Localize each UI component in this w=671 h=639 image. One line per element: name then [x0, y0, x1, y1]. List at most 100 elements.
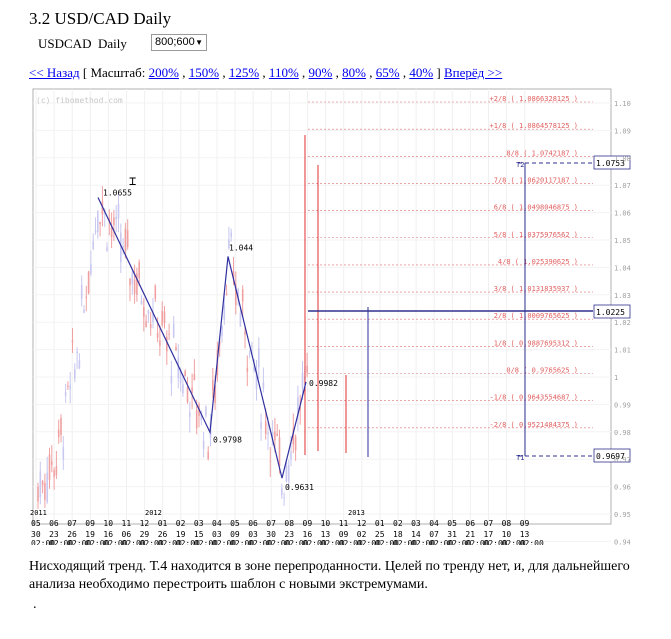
price-candle-body — [228, 239, 230, 249]
zoom-90-link[interactable]: 90% — [308, 65, 333, 80]
price-candle-body — [90, 264, 92, 274]
back-link[interactable]: << Назад — [29, 65, 80, 80]
x-time-tick: 02:00 — [284, 539, 308, 545]
price-candle-body — [85, 296, 88, 298]
price-candle-body — [170, 375, 173, 384]
x-day-tick: 23 — [284, 530, 294, 539]
x-day-tick: 03 — [212, 530, 222, 539]
x-month-tick: 02 — [176, 519, 186, 528]
price-candle-body — [138, 262, 140, 279]
price-candle-body — [120, 232, 122, 263]
zoom-65-link[interactable]: 65% — [375, 65, 400, 80]
x-time-tick: 02:00 — [140, 539, 164, 545]
size-select[interactable]: 800;600 ▼ — [151, 34, 207, 51]
x-month-tick: 05 — [230, 519, 240, 528]
fib-level-label: 5/8 ( 1.0375976562 ) — [494, 231, 578, 239]
fib-level-label: 4/8 ( 1.025390625 ) — [498, 258, 578, 266]
price-candle-body — [67, 385, 69, 387]
zoom-80-link[interactable]: 80% — [342, 65, 366, 80]
price-candle-body — [83, 309, 85, 313]
price-candle-body — [223, 304, 226, 320]
x-time-tick: 02:00 — [266, 539, 290, 545]
y-tick-label: 0.95 — [614, 511, 631, 519]
price-candle-body — [225, 293, 228, 296]
price-candle-body — [193, 374, 196, 381]
x-month-tick: 06 — [248, 519, 258, 528]
zigzag-point-label: 1.044 — [229, 243, 253, 252]
y-tick-label: 0.99 — [614, 401, 631, 409]
x-time-tick: 02:00 — [303, 539, 327, 545]
y-tick-label: 1.07 — [614, 182, 631, 190]
price-candle-body — [149, 324, 152, 328]
price-candle-body — [172, 323, 175, 337]
x-month-tick: 01 — [158, 519, 168, 528]
target-t1-badge — [593, 448, 631, 463]
price-candle-body — [62, 447, 65, 460]
y-tick-label: 1.10 — [614, 100, 631, 108]
x-month-tick: 10 — [321, 519, 331, 528]
x-time-tick: 02:00 — [465, 539, 489, 545]
bracket-close: ] — [436, 65, 441, 80]
page-title: 3.2 USD/CAD Daily — [29, 9, 172, 28]
x-month-tick: 07 — [266, 519, 276, 528]
price-candle-body — [78, 360, 81, 368]
zoom-200-link[interactable]: 200% — [148, 65, 179, 80]
x-month-tick: 01 — [375, 519, 385, 528]
x-axis: 2011 2012 2013053002:00062302:00072602:000… — [30, 509, 544, 545]
x-month-tick: 07 — [484, 519, 494, 528]
price-candle-body — [108, 218, 111, 221]
x-time-tick: 02:00 — [447, 539, 471, 545]
x-time-tick: 02:00 — [502, 539, 526, 545]
footer-dot: . — [33, 597, 37, 612]
x-time-tick: 02:00 — [194, 539, 218, 545]
x-month-tick: 04 — [212, 519, 222, 528]
scale-label: Масштаб: — [90, 65, 146, 80]
text-cursor-icon: ⌶ — [129, 174, 136, 188]
y-tick-label: 1.02 — [614, 319, 631, 327]
price-candle-body — [122, 246, 124, 248]
x-day-tick: 17 — [484, 530, 494, 539]
fib-level-label: -1/8 ( 0.9643554687 ) — [489, 394, 578, 402]
x-time-tick: 02:00 — [411, 539, 435, 545]
price-candle-body — [274, 431, 276, 441]
x-month-tick: 03 — [411, 519, 421, 528]
x-day-tick: 13 — [520, 530, 530, 539]
fib-level-label: 6/8 ( 1.0498046875 ) — [494, 204, 578, 212]
price-candle-body — [195, 410, 198, 429]
price-candle-body — [191, 387, 193, 393]
x-month-tick: 12 — [140, 519, 150, 528]
price-candle-body — [290, 451, 292, 460]
x-month-tick: 04 — [429, 519, 439, 528]
price-candle-body — [115, 216, 117, 220]
price-candle-body — [189, 412, 191, 417]
price-candle-body — [271, 431, 274, 437]
zoom-150-link[interactable]: 150% — [188, 65, 220, 80]
price-candle-body — [74, 368, 76, 379]
forward-link[interactable]: Вперёд >> — [444, 65, 503, 80]
zoom-125-link[interactable]: 125% — [228, 65, 260, 80]
price-candle-body — [246, 367, 249, 372]
x-day-tick: 26 — [67, 530, 77, 539]
price-candle-body — [117, 203, 120, 219]
x-day-tick: 29 — [140, 530, 150, 539]
x-day-tick: 16 — [103, 530, 113, 539]
zoom-110-link[interactable]: 110% — [268, 65, 299, 80]
price-candle-body — [106, 247, 108, 252]
zoom-40-link[interactable]: 40% — [409, 65, 434, 80]
price-candle-body — [262, 382, 265, 389]
x-time-tick: 02:00 — [520, 539, 544, 545]
price-candle-body — [55, 466, 58, 476]
x-day-tick: 21 — [465, 530, 475, 539]
price-candle-body — [159, 340, 161, 346]
price-candle-body — [200, 412, 203, 420]
fib-level-label: +2/8 ( 1.0866328125 ) — [489, 95, 578, 103]
x-time-tick: 02:00 — [122, 539, 146, 545]
price-candle-body — [92, 241, 94, 250]
chart-plot-area — [32, 88, 612, 525]
price-candle-body — [179, 369, 182, 384]
y-tick-label: 1.04 — [614, 264, 631, 272]
y-tick-label: 1.01 — [614, 347, 631, 355]
price-candle-body — [267, 432, 269, 435]
x-day-tick: 26 — [158, 530, 168, 539]
x-time-tick: 02:00 — [230, 539, 254, 545]
